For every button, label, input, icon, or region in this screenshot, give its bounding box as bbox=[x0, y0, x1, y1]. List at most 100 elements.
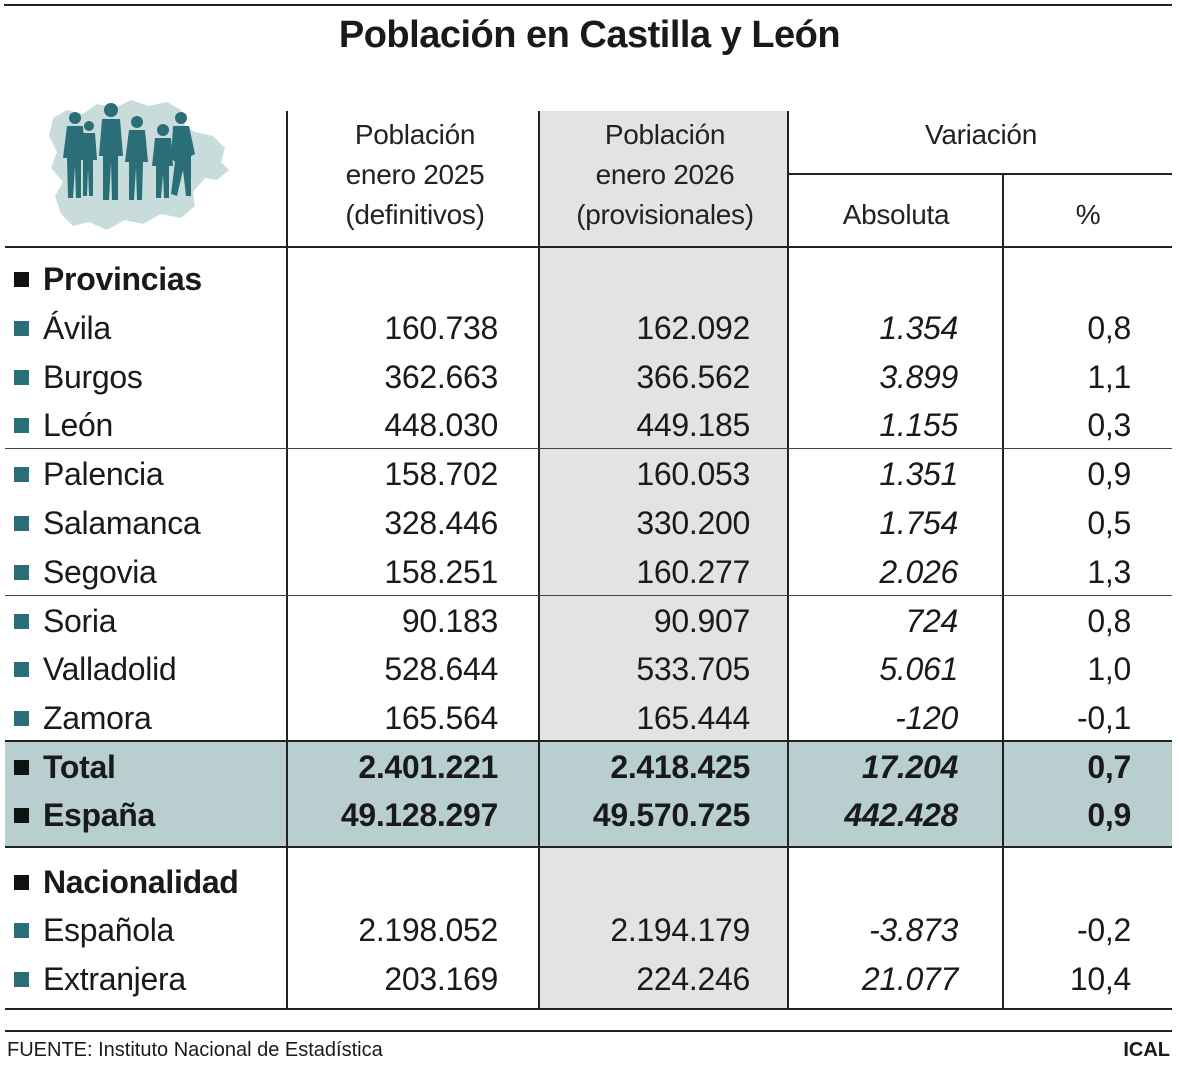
bullet-square-icon bbox=[14, 972, 29, 987]
table-row: Palencia 158.702 160.053 1.351 0,9 bbox=[0, 450, 1179, 498]
variation-percent: 0,3 bbox=[1087, 407, 1131, 443]
variation-percent: 0,8 bbox=[1087, 310, 1131, 346]
table-row: Segovia 158.251 160.277 2.026 1,3 bbox=[0, 548, 1179, 596]
section-label: Nacionalidad bbox=[43, 864, 239, 900]
variation-rule bbox=[789, 173, 1172, 175]
variation-absolute: 442.428 bbox=[844, 797, 958, 833]
header-absolute: Absoluta bbox=[842, 199, 950, 230]
row-label: León bbox=[43, 407, 113, 443]
variation-percent: 0,9 bbox=[1087, 456, 1131, 492]
variation-percent: 0,7 bbox=[1087, 749, 1131, 785]
population-2026: 160.053 bbox=[636, 456, 750, 492]
table-row: Salamanca 328.446 330.200 1.754 0,5 bbox=[0, 499, 1179, 547]
bullet-square-icon bbox=[14, 321, 29, 336]
population-2026: 49.570.725 bbox=[592, 797, 750, 833]
section-nacionalidad: Nacionalidad bbox=[0, 858, 1179, 906]
header-2025-line3: (definitivos) bbox=[345, 199, 485, 230]
table-row: Española 2.198.052 2.194.179 -3.873 -0,2 bbox=[0, 906, 1179, 954]
population-2025: 49.128.297 bbox=[340, 797, 498, 833]
variation-percent: 1,3 bbox=[1087, 554, 1131, 590]
bullet-square-icon bbox=[14, 467, 29, 482]
highlighted-column-bg bbox=[540, 111, 788, 1009]
population-2026: 90.907 bbox=[653, 603, 750, 639]
population-2026: 165.444 bbox=[636, 700, 750, 736]
header-2026: Población enero 2026 (provisionales) bbox=[542, 115, 788, 235]
population-2026: 160.277 bbox=[636, 554, 750, 590]
source-note: FUENTE: Instituto Nacional de Estadístic… bbox=[7, 1039, 383, 1061]
table-row: León 448.030 449.185 1.155 0,3 bbox=[0, 401, 1179, 449]
table-row: Burgos 362.663 366.562 3.899 1,1 bbox=[0, 353, 1179, 401]
table-bottom-rule bbox=[5, 1008, 1172, 1010]
row-label: Ávila bbox=[43, 310, 111, 346]
page-title: Población en Castilla y León bbox=[338, 14, 841, 56]
people-silhouettes-icon bbox=[63, 103, 195, 200]
top-rule bbox=[4, 4, 1172, 6]
bullet-square-icon bbox=[14, 760, 29, 775]
group-rule bbox=[5, 448, 1172, 449]
population-2026: 162.092 bbox=[636, 310, 750, 346]
population-2025: 158.702 bbox=[384, 456, 498, 492]
population-2025: 160.738 bbox=[384, 310, 498, 346]
variation-absolute: 1.754 bbox=[879, 505, 958, 541]
row-label: Salamanca bbox=[43, 505, 201, 541]
totals-bottom-rule bbox=[5, 846, 1172, 848]
header-2026-line2: enero 2026 bbox=[595, 159, 735, 190]
bullet-square-icon bbox=[14, 418, 29, 433]
bullet-square-icon bbox=[14, 808, 29, 823]
variation-percent: 10,4 bbox=[1069, 961, 1131, 997]
variation-absolute: 724 bbox=[905, 603, 959, 639]
variation-percent: 1,1 bbox=[1087, 359, 1131, 395]
variation-percent: 0,9 bbox=[1087, 797, 1131, 833]
table-row: Valladolid 528.644 533.705 5.061 1,0 bbox=[0, 645, 1179, 693]
bullet-square-icon bbox=[14, 516, 29, 531]
row-label: Palencia bbox=[43, 456, 164, 492]
group-rule bbox=[5, 595, 1172, 596]
variation-absolute: 21.077 bbox=[861, 961, 958, 997]
variation-absolute: 1.354 bbox=[879, 310, 958, 346]
section-provincias: Provincias bbox=[0, 255, 1179, 303]
row-label: España bbox=[43, 797, 156, 833]
table-row: Ávila 160.738 162.092 1.354 0,8 bbox=[0, 304, 1179, 352]
totals-top-rule bbox=[5, 740, 1172, 742]
column-divider bbox=[286, 111, 288, 1009]
bullet-square-icon bbox=[14, 565, 29, 580]
population-2025: 165.564 bbox=[384, 700, 498, 736]
population-2025: 528.644 bbox=[384, 651, 498, 687]
header-2025: Población enero 2025 (definitivos) bbox=[290, 115, 540, 235]
spain-row: España 49.128.297 49.570.725 442.428 0,9 bbox=[0, 791, 1179, 839]
population-2026: 449.185 bbox=[636, 407, 750, 443]
row-label: Valladolid bbox=[43, 651, 177, 687]
row-label: Española bbox=[43, 912, 175, 948]
row-label: Total bbox=[43, 749, 116, 785]
variation-absolute: 1.351 bbox=[879, 456, 958, 492]
variation-percent: -0,2 bbox=[1077, 912, 1131, 948]
header-2026-line3: (provisionales) bbox=[576, 199, 754, 230]
row-label: Burgos bbox=[43, 359, 143, 395]
variation-absolute: -3.873 bbox=[869, 912, 958, 948]
totals-highlight-bg bbox=[5, 741, 1172, 846]
population-2025: 90.183 bbox=[401, 603, 498, 639]
population-2025: 328.446 bbox=[384, 505, 498, 541]
total-row: Total 2.401.221 2.418.425 17.204 0,7 bbox=[0, 743, 1179, 791]
row-label: Soria bbox=[43, 603, 117, 639]
table-row: Zamora 165.564 165.444 -120 -0,1 bbox=[0, 694, 1179, 742]
header-percent: % bbox=[1075, 199, 1101, 230]
population-2026: 2.418.425 bbox=[610, 749, 750, 785]
bullet-square-icon bbox=[14, 662, 29, 677]
header-2026-line1: Población bbox=[604, 119, 726, 150]
variation-percent: 1,0 bbox=[1087, 651, 1131, 687]
population-2025: 2.198.052 bbox=[358, 912, 498, 948]
variation-absolute: 1.155 bbox=[879, 407, 958, 443]
header-2025-line1: Población bbox=[354, 119, 476, 150]
population-2025: 2.401.221 bbox=[358, 749, 498, 785]
column-divider bbox=[1002, 174, 1004, 1009]
column-divider bbox=[538, 111, 540, 1009]
population-2025: 362.663 bbox=[384, 359, 498, 395]
bullet-square-icon bbox=[14, 370, 29, 385]
row-label: Segovia bbox=[43, 554, 157, 590]
variation-absolute: 5.061 bbox=[879, 651, 958, 687]
variation-percent: 0,8 bbox=[1087, 603, 1131, 639]
population-2026: 533.705 bbox=[636, 651, 750, 687]
column-divider bbox=[787, 111, 789, 1009]
row-label: Zamora bbox=[43, 700, 152, 736]
